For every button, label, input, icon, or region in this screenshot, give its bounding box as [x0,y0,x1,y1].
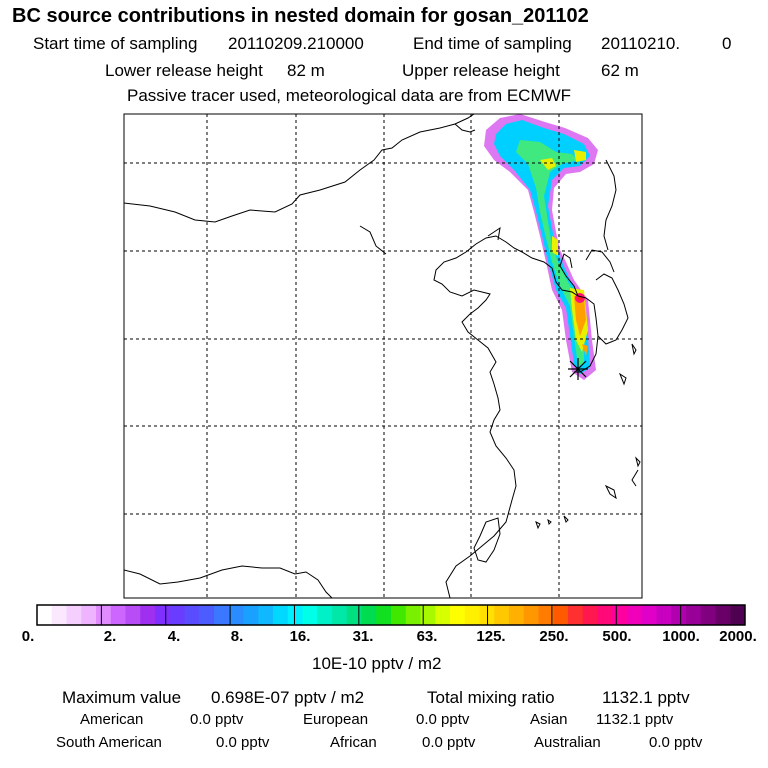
colorbar-swatch [51,605,67,625]
colorbar-tick: 31. [352,628,374,645]
colorbar-swatch [214,605,230,625]
african-value: 0.0 pptv [422,734,476,751]
colorbar-swatch [258,605,274,625]
map-area [124,114,642,598]
colorbar-swatch [96,605,112,625]
upper-release-value: 62 m [601,61,639,80]
colorbar-swatch [287,605,303,625]
colorbar-tick: 2000. [719,628,757,645]
european-value: 0.0 pptv [416,711,470,728]
colorbar-swatch [81,605,97,625]
colorbar-swatch [656,605,672,625]
colorbar-swatch [199,605,215,625]
colorbar-tick: 8. [230,628,244,645]
colorbar-swatch [376,605,392,625]
max-value: 0.698E-07 pptv / m2 [211,688,365,707]
lat-lon-grid [124,114,642,598]
colorbar-swatch [405,605,421,625]
european-label: European [303,711,369,728]
colorbar-swatch [464,605,480,625]
colorbar-tick: 16. [289,628,311,645]
upper-release-label: Upper release height [402,61,560,80]
south-american-value: 0.0 pptv [216,734,270,751]
colorbar-swatch [110,605,126,625]
max-value-label: Maximum value [62,688,182,707]
end-time-value: 20110210. [601,34,681,53]
south-american-label: South American [56,734,162,751]
colorbar-swatch [184,605,200,625]
colorbar-swatch [391,605,407,625]
colorbar-swatch [671,605,687,625]
colorbar-swatch [715,605,731,625]
colorbar-swatch [346,605,362,625]
colorbar-tick: 2. [103,628,117,645]
map-title: BC source contributions in nested domain… [12,5,589,27]
lower-release-label: Lower release height [105,61,263,80]
colorbar-tick: 125. [476,628,506,645]
colorbar [36,604,746,626]
colorbar-unit: 10E-10 pptv / m2 [312,654,442,673]
receptor-marker-icon [568,358,588,380]
colorbar-swatch [627,605,643,625]
colorbar-swatch [523,605,539,625]
american-label: American [80,711,144,728]
colorbar-swatch [155,605,171,625]
colorbar-swatch [228,605,244,625]
colorbar-frame [36,604,746,626]
end-time-label: End time of sampling [413,34,572,53]
start-time-label: Start time of sampling [33,34,198,53]
colorbar-swatch [125,605,141,625]
colorbar-swatch [317,605,333,625]
colorbar-swatch [538,605,554,625]
colorbar-swatch [494,605,510,625]
asian-value: 1132.1 pptv [596,711,674,728]
lower-release-value: 82 m [287,61,325,80]
colorbar-swatch [332,605,348,625]
australian-label: Australian [534,734,601,751]
plume-core [516,140,584,366]
american-value: 0.0 pptv [190,711,244,728]
coastlines [124,114,641,598]
colorbar-swatch [435,605,451,625]
total-mixing-value: 1132.1 pptv [602,688,690,707]
colorbar-swatch [582,605,598,625]
start-time-value: 20110209.210000 [228,34,364,53]
colorbar-swatch [169,605,185,625]
colorbar-swatch [37,605,53,625]
tracer-note: Passive tracer used, meteorological data… [127,86,572,105]
colorbar-tick: 250. [539,628,569,645]
colorbar-swatch [420,605,436,625]
colorbar-swatch [612,605,628,625]
colorbar-swatch [568,605,584,625]
asian-label: Asian [530,711,568,728]
colorbar-swatch [361,605,377,625]
african-label: African [330,734,377,751]
end-time-value-suffix: 0 [722,34,732,53]
colorbar-swatch [273,605,289,625]
total-mixing-label: Total mixing ratio [427,688,555,707]
australian-value: 0.0 pptv [649,734,703,751]
colorbar-swatch [597,605,613,625]
colorbar-tick: 0. [21,628,35,645]
colorbar-swatch [730,605,746,625]
colorbar-swatch [553,605,569,625]
map-frame [123,113,643,599]
colorbar-tick: 500. [602,628,632,645]
colorbar-swatch [140,605,156,625]
colorbar-tick: 63. [416,628,438,645]
colorbar-swatch [66,605,82,625]
colorbar-swatch [686,605,702,625]
colorbar-tick: 4. [167,628,181,645]
plume-orange [574,296,588,356]
colorbar-swatch [509,605,525,625]
colorbar-tick: 1000. [662,628,700,645]
colorbar-swatch [641,605,657,625]
colorbar-swatch [243,605,259,625]
colorbar-swatch [450,605,466,625]
colorbar-swatch [302,605,318,625]
colorbar-swatch [700,605,716,625]
